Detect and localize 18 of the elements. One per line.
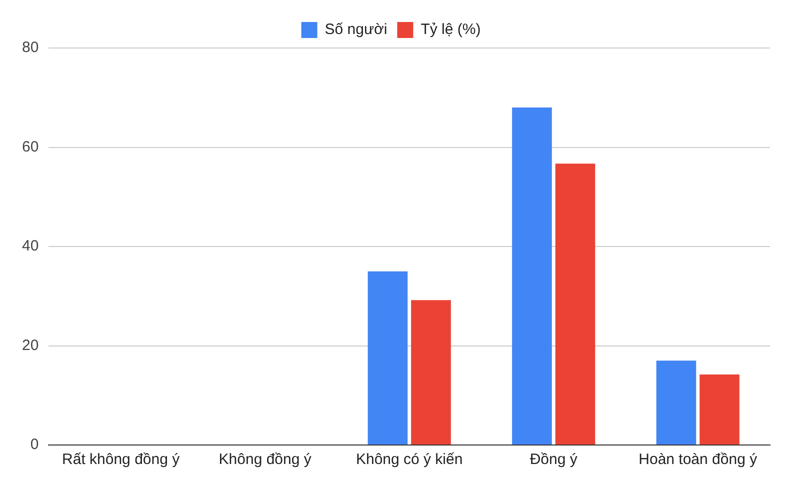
- x-tick-label: Rất không đồng ý: [62, 451, 180, 468]
- bar: [512, 108, 552, 444]
- x-tick-label: Không đồng ý: [218, 451, 312, 468]
- bar: [368, 271, 408, 444]
- legend-label: Số người: [324, 21, 388, 38]
- y-tick-label: 20: [22, 336, 39, 354]
- y-tick-label: 0: [30, 436, 39, 454]
- x-tick-label: Không có ý kiến: [356, 451, 463, 468]
- bar: [555, 164, 596, 444]
- legend-label: Tỷ lệ (%): [420, 21, 481, 38]
- x-tick-label: Hoàn toàn đồng ý: [638, 451, 758, 468]
- y-tick-label: 40: [22, 238, 39, 255]
- y-tick-label: 80: [22, 39, 39, 56]
- bar: [700, 374, 740, 444]
- bar: [411, 300, 451, 444]
- bar: [656, 360, 696, 444]
- y-tick-label: 60: [22, 138, 39, 156]
- x-tick-label: Đồng ý: [530, 451, 578, 468]
